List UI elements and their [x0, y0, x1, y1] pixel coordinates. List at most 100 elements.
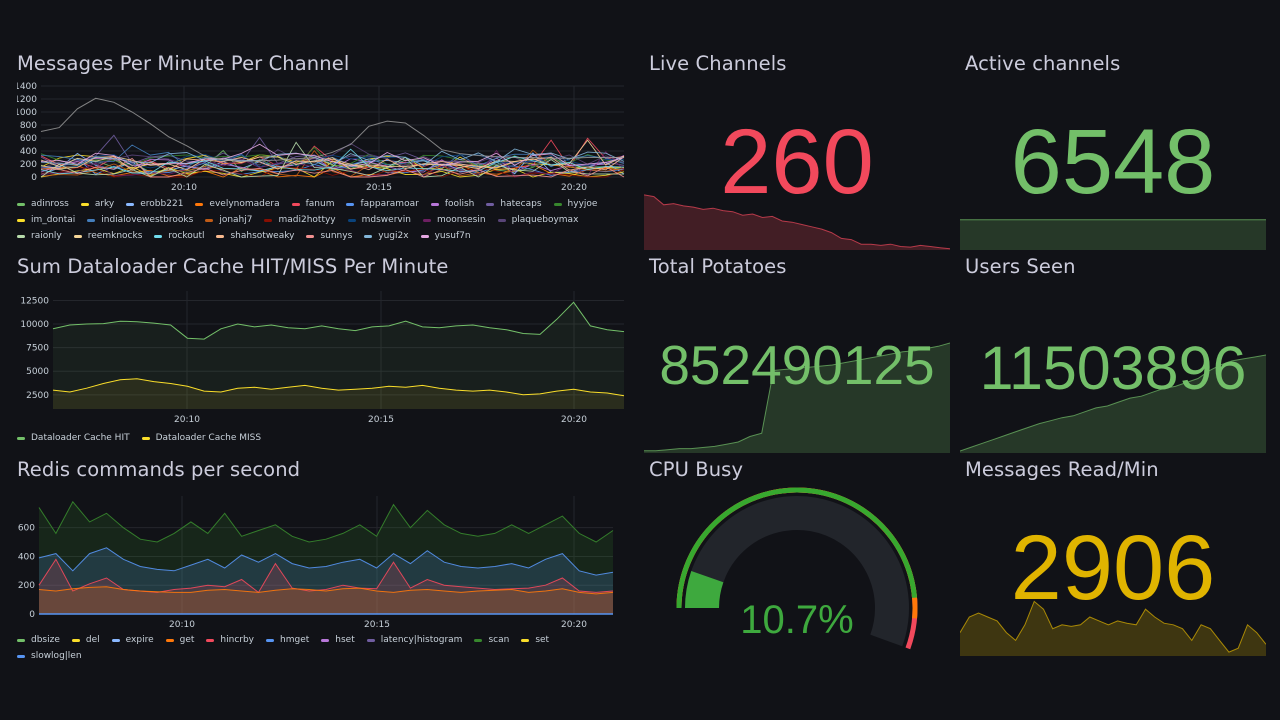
y-tick-label: 12500 [20, 296, 49, 306]
series-line [38, 586, 614, 595]
legend-label: reemknocks [87, 231, 143, 241]
legend-swatch [474, 638, 483, 642]
stat-value: 6548 [1010, 111, 1216, 213]
x-tick-label: 20:20 [561, 620, 587, 630]
legend-item[interactable]: arky [80, 196, 114, 212]
legend-item[interactable]: madi2hottyy [264, 212, 336, 228]
panel-cpu-busy[interactable]: CPU Busy 10.7% [644, 458, 950, 656]
legend-item[interactable]: hmget [266, 632, 309, 648]
legend-item[interactable]: mdswervin [347, 212, 411, 228]
gauge-value: 10.7% [740, 598, 854, 642]
y-tick-label: 400 [18, 552, 35, 562]
legend-item[interactable]: set [521, 632, 549, 648]
series-area [39, 547, 613, 614]
legend-item[interactable]: erobb221 [126, 196, 183, 212]
legend-item[interactable]: Dataloader Cache MISS [141, 430, 262, 446]
sparkline-area [960, 219, 1266, 250]
legend-item[interactable]: jonahj7 [205, 212, 252, 228]
legend-item[interactable]: expire [111, 632, 154, 648]
legend-swatch [521, 638, 530, 642]
x-tick-label: 20:10 [169, 620, 195, 630]
legend-label: yusuf7n [434, 231, 471, 241]
legend-label: sunnys [320, 231, 353, 241]
panel-live-channels[interactable]: Live Channels 260 [644, 52, 950, 250]
gauge-value-arc [685, 571, 724, 609]
legend-item[interactable]: yusuf7n [420, 228, 471, 244]
legend-item[interactable]: adinross [17, 196, 69, 212]
legend-item[interactable]: foolish [430, 196, 474, 212]
chart-legend: adinross arky erobb221 evelynomadera fanum fa… [17, 196, 617, 244]
legend-item[interactable]: slowlog|len [17, 648, 82, 664]
panel-messages-per-minute[interactable]: Messages Per Minute Per Channel 0 200 400 6… [17, 52, 629, 248]
legend-swatch [17, 202, 25, 206]
legend-swatch [291, 202, 300, 206]
series-line [38, 500, 614, 543]
sparkline [644, 194, 950, 250]
gauge-track [685, 496, 909, 647]
legend-item[interactable]: hyyjoe [553, 196, 597, 212]
legend-item[interactable]: latency|histogram [366, 632, 462, 648]
legend-label: dbsize [31, 635, 60, 645]
x-tick-label: 20:20 [561, 183, 587, 192]
legend-label: erobb221 [140, 199, 184, 209]
panel-users-seen[interactable]: Users Seen 11503896 [960, 255, 1266, 453]
legend-item[interactable]: hset [321, 632, 355, 648]
redis-chart[interactable]: 0 200 400 600 20:10 20:15 20:20 [17, 492, 617, 632]
legend-item[interactable]: scan [474, 632, 509, 648]
legend-item[interactable]: sunnys [306, 228, 352, 244]
legend-swatch [420, 234, 429, 238]
legend-label: Dataloader Cache MISS [155, 433, 262, 443]
y-tick-label: 800 [20, 121, 37, 131]
sparkline [960, 354, 1266, 453]
legend-item[interactable]: moonsesin [422, 212, 486, 228]
legend-item[interactable]: get [165, 632, 194, 648]
legend-item[interactable]: fapparamoar [346, 196, 419, 212]
legend-item[interactable]: im_dontai [17, 212, 75, 228]
legend-swatch [430, 202, 439, 206]
legend-label: expire [125, 635, 154, 645]
legend-label: slowlog|len [31, 651, 82, 661]
legend-swatch [154, 234, 163, 238]
legend-item[interactable]: del [71, 632, 100, 648]
panel-redis-commands[interactable]: Redis commands per second 0 200 400 600 20:1… [17, 458, 629, 661]
series-line [40, 166, 625, 178]
sparkline-line [644, 342, 950, 452]
legend-item[interactable]: raionly [17, 228, 62, 244]
legend-item[interactable]: shahsotweaky [216, 228, 294, 244]
series-area [53, 302, 624, 409]
legend-item[interactable]: yugi2x [364, 228, 409, 244]
legend-label: scan [488, 635, 510, 645]
legend-item[interactable]: hincrby [206, 632, 254, 648]
y-tick-label: 1200 [17, 95, 37, 105]
cache-chart[interactable]: 2500 5000 7500 10000 12500 20:10 20:15 20:20 [17, 287, 629, 427]
legend-label: hatecaps [500, 199, 542, 209]
legend-swatch [126, 202, 135, 206]
legend-item[interactable]: Dataloader Cache HIT [17, 430, 130, 446]
panel-messages-read[interactable]: Messages Read/Min 2906 [960, 458, 1266, 656]
messages-chart[interactable]: 0 200 400 600 800 1000 1200 1400 20:10 20:15 20:20 [17, 82, 629, 192]
legend-swatch [195, 202, 204, 206]
x-tick-label: 20:20 [561, 415, 587, 425]
legend-swatch [216, 234, 225, 238]
legend-item[interactable]: fanum [291, 196, 334, 212]
legend-label: yugi2x [378, 231, 409, 241]
legend-item[interactable]: evelynomadera [195, 196, 280, 212]
panel-active-channels[interactable]: Active channels 6548 [960, 52, 1266, 250]
sparkline-area [960, 601, 1266, 656]
x-tick-label: 20:10 [174, 415, 200, 425]
legend-label: im_dontai [31, 215, 76, 225]
legend-label: mdswervin [361, 215, 411, 225]
sparkline-area [644, 343, 950, 453]
stat-value: 2906 [1010, 517, 1216, 619]
panel-total-potatoes[interactable]: Total Potatoes 852490125 [644, 255, 950, 453]
legend-item[interactable]: reemknocks [73, 228, 143, 244]
legend-item[interactable]: rockoutl [154, 228, 204, 244]
legend-item[interactable]: hatecaps [486, 196, 542, 212]
legend-label: madi2hottyy [278, 215, 336, 225]
legend-item[interactable]: plaqueboymax [497, 212, 578, 228]
legend-item[interactable]: dbsize [17, 632, 60, 648]
legend-label: indialovewestbrooks [101, 215, 194, 225]
cpu-gauge [676, 487, 918, 650]
panel-cache-hit-miss[interactable]: Sum Dataloader Cache HIT/MISS Per Minute… [17, 255, 629, 447]
legend-item[interactable]: indialovewestbrooks [87, 212, 193, 228]
